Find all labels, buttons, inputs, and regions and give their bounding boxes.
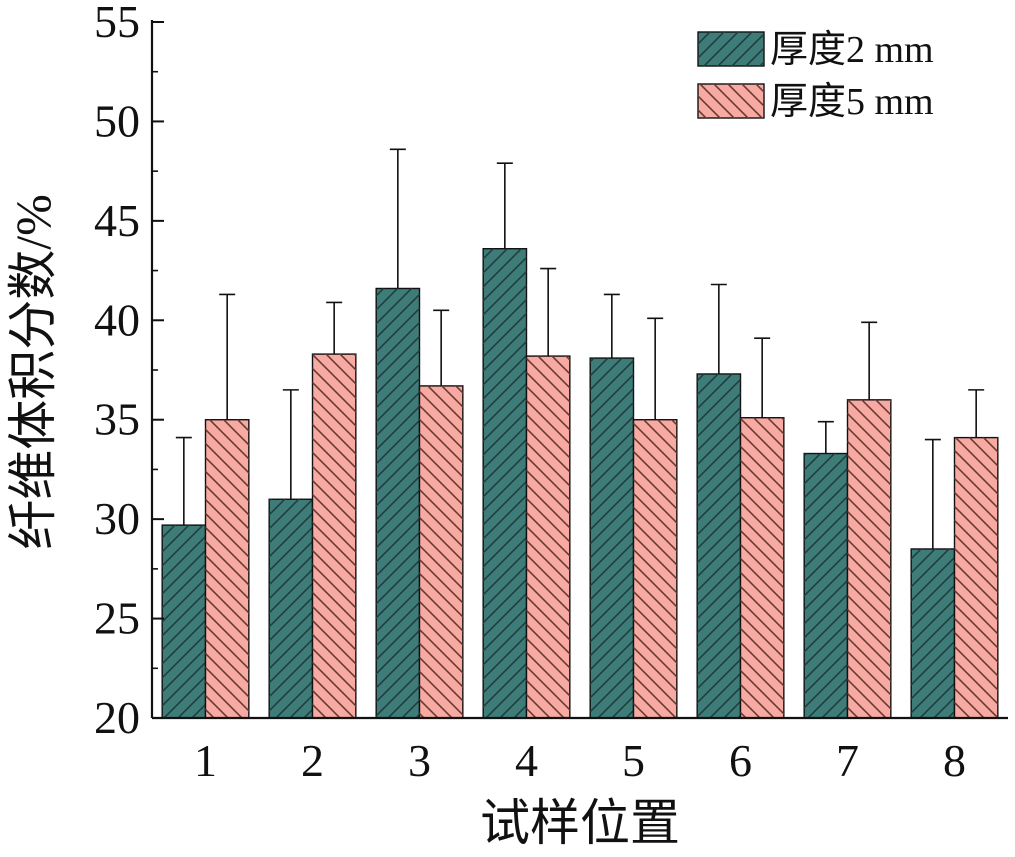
bar-hatch [312,354,356,718]
x-tick-label: 6 [729,735,752,786]
bar-hatch [911,548,955,718]
bar-hatch [162,525,206,718]
x-tick-label: 3 [408,735,431,786]
bar-hatch [847,399,891,718]
bar-hatch [526,356,570,718]
y-axis-title: 纤维体积分数/% [5,194,61,550]
bar-hatch [633,419,677,718]
y-tick-label: 45 [94,195,140,246]
bar-hatch [205,419,249,718]
x-tick-label: 1 [194,735,217,786]
bar-hatch [376,288,420,718]
bar-hatch [483,248,527,718]
x-tick-label: 2 [301,735,324,786]
y-tick-label: 25 [94,593,140,644]
y-tick-label: 30 [94,493,140,544]
bar-hatch [804,453,848,718]
bar-hatch [740,417,784,718]
y-tick-label: 50 [94,95,140,146]
legend-swatch-hatch [698,32,764,66]
x-axis-title: 试样位置 [480,795,680,851]
y-tick-label: 40 [94,294,140,345]
bar-hatch [954,437,998,718]
x-tick-label: 8 [943,735,966,786]
legend-swatch-hatch [698,84,764,118]
legend-label: 厚度5 mm [770,81,934,123]
y-tick-label: 35 [94,394,140,445]
bar-hatch [590,358,634,718]
bar-hatch [419,385,463,718]
legend-label: 厚度2 mm [770,29,934,71]
bar-hatch [697,373,741,718]
x-tick-label: 4 [515,735,538,786]
x-tick-label: 5 [622,735,645,786]
x-tick-label: 7 [836,735,859,786]
y-tick-label: 20 [94,692,140,743]
bar-hatch [269,499,313,718]
y-tick-label: 55 [94,0,140,47]
